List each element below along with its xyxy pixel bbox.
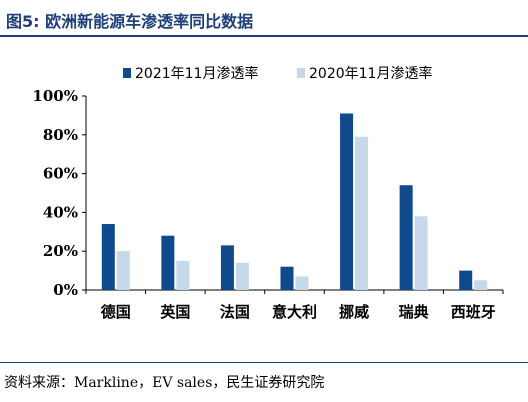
x-tick-label: 法国: [220, 303, 250, 321]
figure-title-bar: 图5: 欧洲新能源车渗透率同比数据: [0, 0, 528, 34]
footer-rule: [0, 362, 528, 363]
x-tick-label: 挪威: [339, 303, 369, 321]
bar-2021-1: [101, 224, 115, 290]
y-tick-label: 60%: [43, 165, 78, 183]
y-tick-label: 100%: [32, 87, 78, 105]
bar-2021-3: [220, 245, 234, 290]
bar-chart: 2021年11月渗透率 2020年11月渗透率 0% 20% 40% 60% 80% 100…: [32, 65, 504, 321]
y-tick-label: 80%: [43, 126, 78, 144]
bar-2020-1: [116, 251, 130, 290]
y-axis: 0% 20% 40% 60% 80% 100%: [32, 87, 87, 299]
bar-2020-5: [355, 136, 369, 290]
bar-2020-6: [414, 216, 428, 290]
legend-label-1: 2021年11月渗透率: [135, 65, 258, 82]
bars: [101, 113, 488, 291]
legend-swatch-2: [297, 68, 305, 78]
bar-2020-4: [295, 276, 309, 290]
legend-label-2: 2020年11月渗透率: [309, 65, 432, 82]
title-rule: [0, 35, 528, 37]
legend-swatch-1: [123, 68, 131, 78]
bar-2021-2: [161, 235, 175, 290]
y-tick-label: 40%: [43, 203, 78, 221]
x-axis: 德国 英国 法国 意大利 挪威 瑞典 西班牙: [85, 289, 504, 321]
figure-title: 图5: 欧洲新能源车渗透率同比数据: [6, 12, 254, 31]
bar-2020-7: [474, 280, 488, 290]
bar-2020-3: [235, 262, 249, 290]
legend: 2021年11月渗透率 2020年11月渗透率: [123, 65, 432, 82]
y-tick-label: 0%: [53, 281, 78, 299]
bar-2021-7: [459, 270, 473, 290]
x-tick-label: 瑞典: [399, 303, 429, 321]
x-tick-label: 英国: [160, 303, 190, 321]
x-tick-label: 意大利: [272, 303, 317, 321]
source-note: 资料来源：Markline，EV sales，民生证券研究院: [4, 375, 325, 391]
bar-2021-4: [280, 266, 294, 290]
bar-2020-2: [176, 260, 190, 290]
y-tick-label: 20%: [43, 242, 78, 260]
bar-2021-5: [340, 113, 354, 291]
bar-2021-6: [399, 185, 413, 290]
x-tick-label: 西班牙: [451, 303, 496, 321]
x-tick-label: 德国: [101, 303, 131, 321]
